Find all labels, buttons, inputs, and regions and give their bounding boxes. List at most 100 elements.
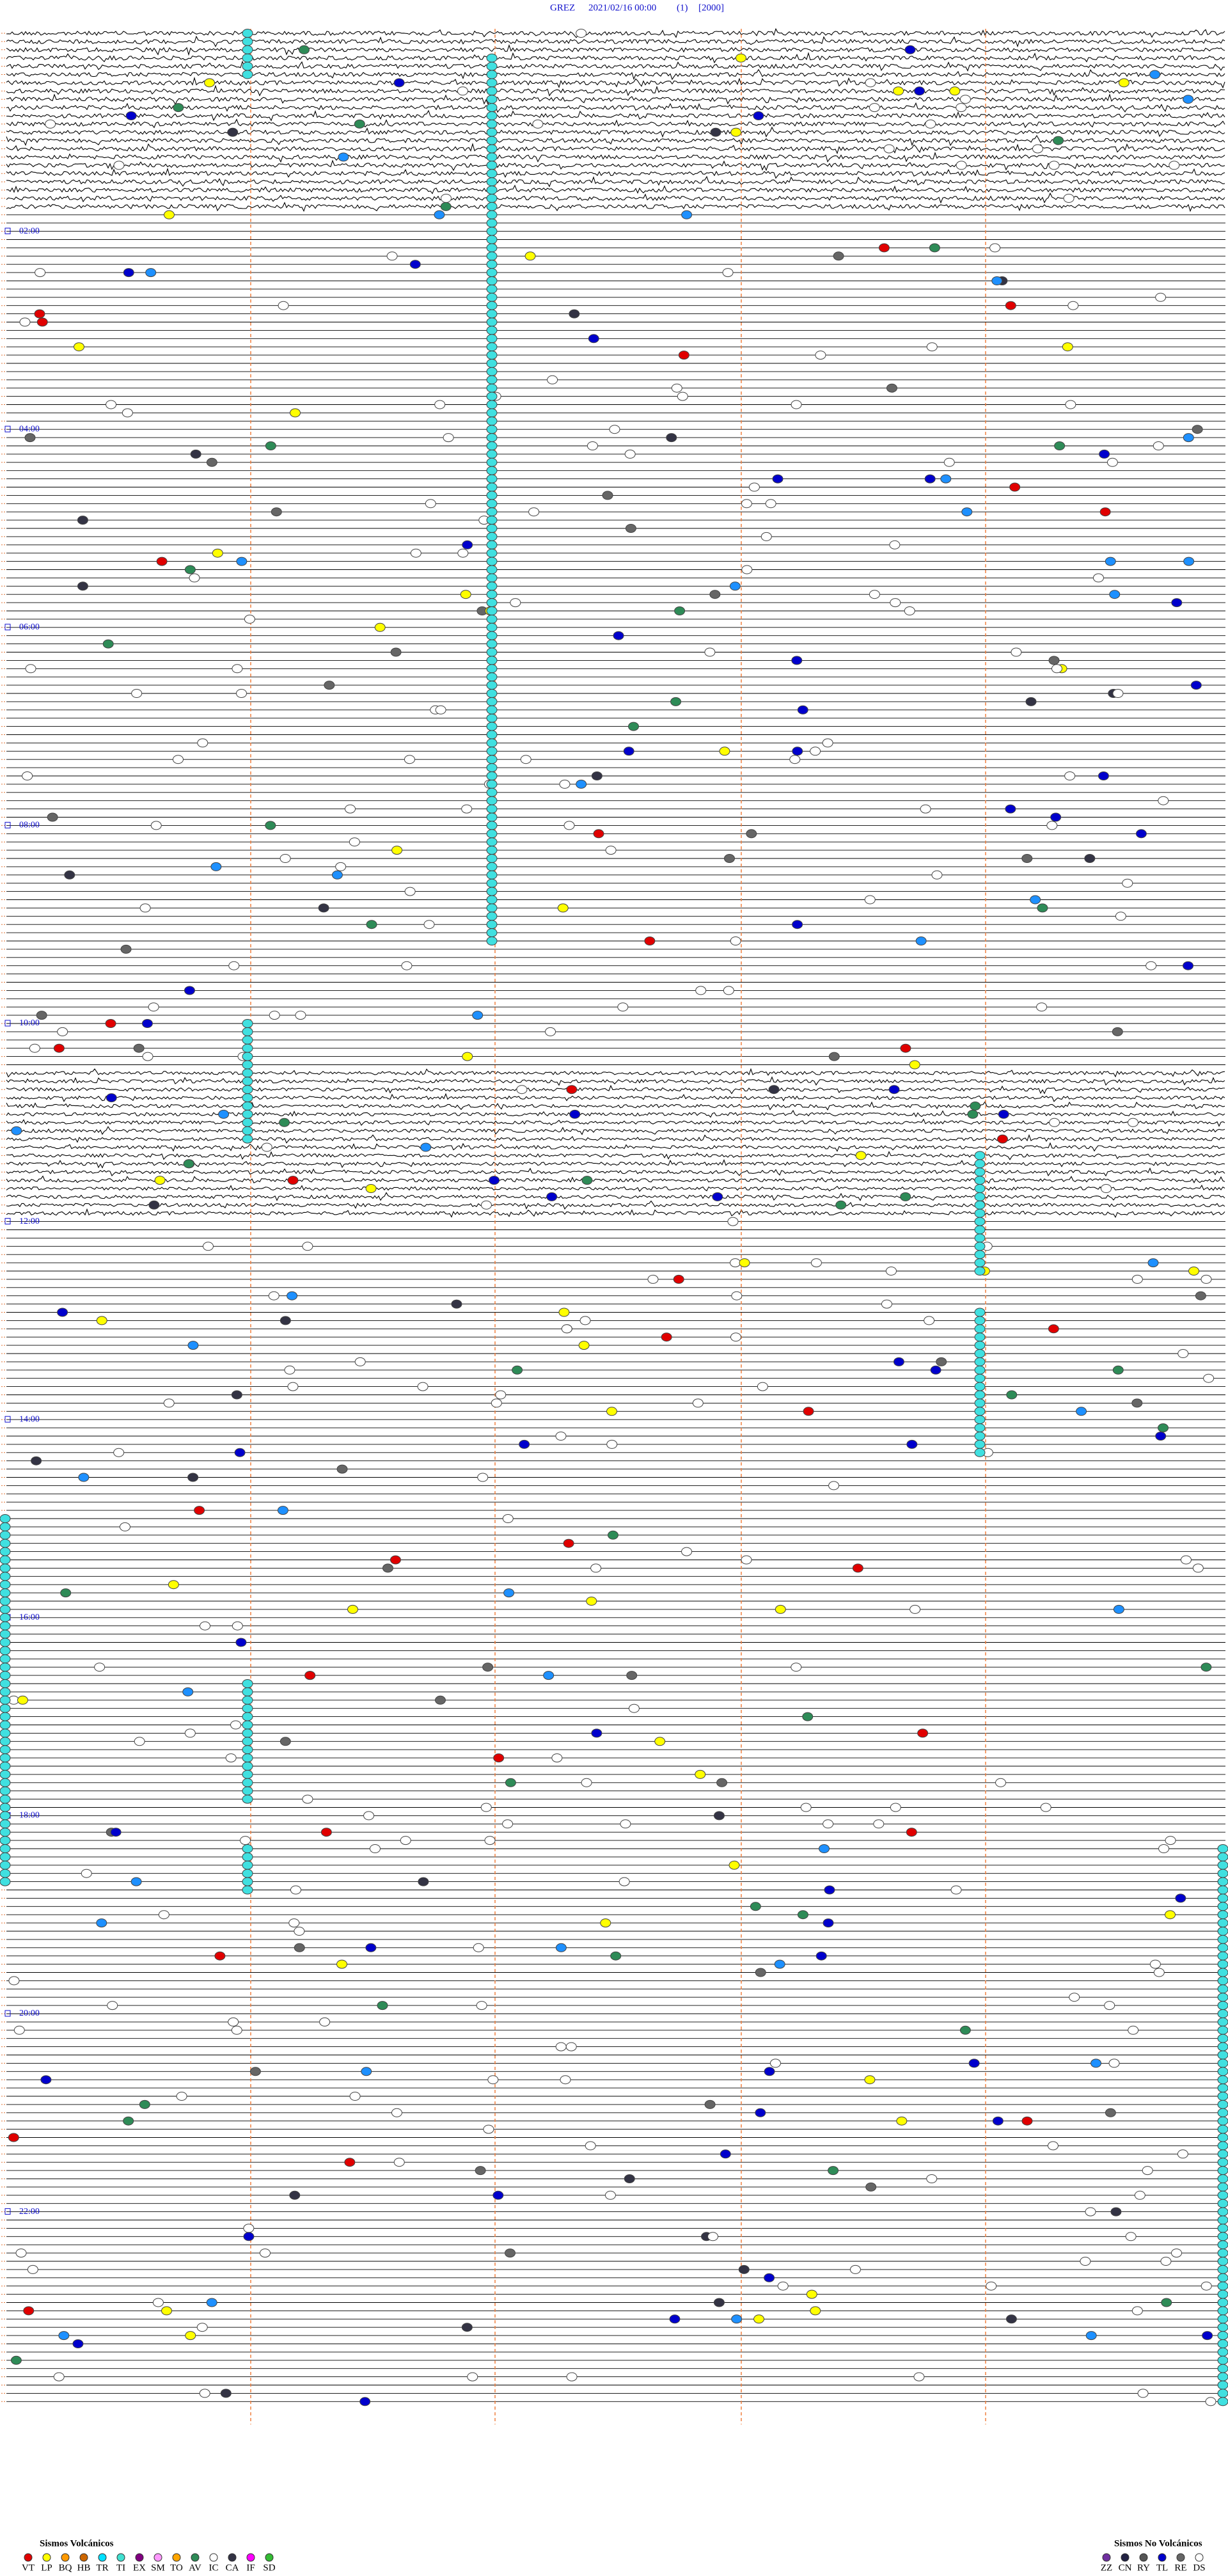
event-marker (139, 2099, 150, 2109)
event-marker (886, 383, 897, 393)
event-marker (647, 1274, 659, 1284)
event-marker (150, 821, 162, 830)
station: GREZ (550, 3, 575, 13)
event-marker (486, 292, 498, 302)
event-marker (810, 2306, 821, 2316)
event-marker (354, 1357, 366, 1366)
event-marker (1190, 681, 1202, 690)
event-marker (168, 1580, 179, 1590)
event-marker (242, 1885, 253, 1895)
event-marker (896, 2116, 908, 2126)
event-marker (883, 144, 895, 154)
event-marker (1217, 2149, 1228, 2159)
event-marker (22, 771, 33, 780)
trace (6, 84, 1225, 97)
event-marker (184, 986, 195, 995)
event-marker (610, 1951, 622, 1961)
event-marker (974, 1365, 986, 1375)
event-marker (36, 1011, 47, 1020)
event-marker (1085, 2207, 1096, 2216)
event-marker (828, 2166, 839, 2176)
event-marker (1217, 2347, 1228, 2357)
event-marker (974, 1448, 986, 1457)
event-marker (1217, 2314, 1228, 2324)
event-marker (235, 689, 247, 698)
event-marker (492, 2190, 504, 2200)
event-marker (974, 1258, 986, 1268)
event-marker (917, 1728, 929, 1738)
event-marker (295, 1011, 306, 1020)
event-marker (284, 1365, 295, 1375)
legend-swatch (1121, 2553, 1130, 2562)
event-marker (369, 1844, 381, 1853)
event-marker (974, 1225, 986, 1235)
hour-box (4, 228, 11, 235)
event-marker (1217, 1959, 1228, 1969)
event-marker (1048, 161, 1060, 170)
event-marker (835, 1200, 847, 1210)
legend-swatch (116, 2553, 125, 2562)
event-marker (730, 1332, 741, 1342)
event-marker (791, 1663, 802, 1672)
legend-label: TO (170, 2563, 183, 2573)
event-marker (0, 1803, 11, 1812)
event-marker (106, 1093, 117, 1103)
event-marker (547, 375, 558, 384)
hour-label: 02:00 (19, 226, 40, 236)
event-marker (486, 887, 498, 896)
event-marker (486, 342, 498, 352)
event-marker (991, 276, 1003, 285)
event-marker (789, 755, 801, 764)
event-marker (731, 2314, 743, 2324)
event-marker (1177, 2149, 1188, 2159)
event-marker (806, 2289, 817, 2299)
event-marker (242, 1077, 253, 1086)
event-marker (486, 326, 498, 335)
event-marker (1110, 2207, 1122, 2216)
event-marker (1011, 647, 1022, 657)
event-marker (591, 771, 602, 780)
event-marker (569, 1109, 581, 1119)
event-marker (486, 697, 498, 706)
event-marker (0, 1663, 11, 1672)
event-marker (242, 1687, 253, 1696)
event-marker (242, 1093, 253, 1103)
event-marker (974, 1432, 986, 1441)
event-marker (1217, 1902, 1228, 1911)
legend-swatch (209, 2553, 218, 2562)
event-marker (486, 639, 498, 649)
event-marker (187, 1341, 199, 1350)
trace (6, 1109, 1225, 1118)
legend-swatch (246, 2553, 255, 2562)
legend-label: TI (116, 2563, 125, 2573)
trace (6, 1151, 1225, 1160)
event-marker (294, 1927, 305, 1936)
event-marker (502, 1819, 514, 1829)
event-marker (242, 1068, 253, 1078)
event-marker (974, 1217, 986, 1226)
event-marker (1155, 292, 1167, 302)
event-marker (1080, 2257, 1091, 2266)
event-marker (974, 1233, 986, 1243)
event-marker (609, 425, 620, 434)
event-marker (1050, 812, 1062, 822)
event-marker (486, 201, 498, 211)
legend-title: Sismos Volcánicos (40, 2538, 114, 2548)
event-marker (318, 903, 329, 913)
event-marker (96, 1918, 107, 1928)
event-marker (236, 557, 248, 566)
event-marker (1217, 2257, 1228, 2266)
event-marker (182, 1687, 194, 1696)
event-marker (929, 243, 940, 253)
event-marker (974, 1167, 986, 1177)
event-marker (713, 2298, 725, 2307)
event-marker (206, 2298, 217, 2307)
event-marker (1062, 342, 1073, 352)
legend-label: VT (22, 2563, 35, 2573)
event-marker (19, 317, 31, 327)
event-marker (242, 1695, 253, 1705)
event-marker (644, 936, 656, 945)
trace (6, 1093, 1225, 1102)
legend-label: TL (1156, 2563, 1168, 2573)
event-marker (242, 53, 253, 63)
